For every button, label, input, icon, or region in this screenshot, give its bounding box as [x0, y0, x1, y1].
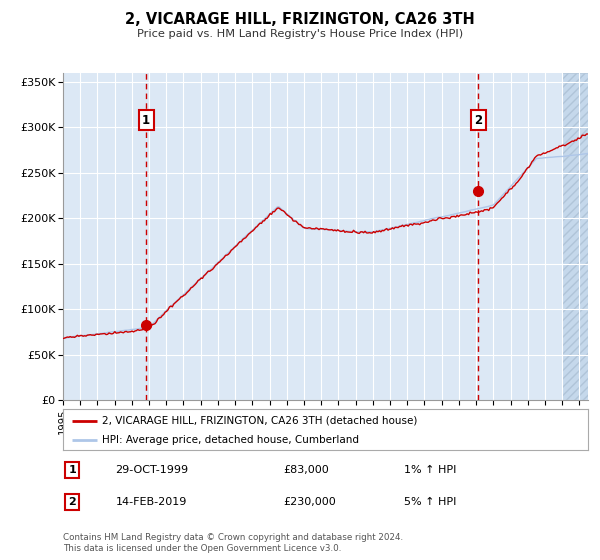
Text: 1% ↑ HPI: 1% ↑ HPI: [404, 465, 457, 475]
Text: £230,000: £230,000: [284, 497, 336, 507]
Text: 1: 1: [68, 465, 76, 475]
Text: 2: 2: [68, 497, 76, 507]
Text: Price paid vs. HM Land Registry's House Price Index (HPI): Price paid vs. HM Land Registry's House …: [137, 29, 463, 39]
Text: 2, VICARAGE HILL, FRIZINGTON, CA26 3TH (detached house): 2, VICARAGE HILL, FRIZINGTON, CA26 3TH (…: [103, 416, 418, 426]
Text: 14-FEB-2019: 14-FEB-2019: [115, 497, 187, 507]
Text: 29-OCT-1999: 29-OCT-1999: [115, 465, 188, 475]
Text: HPI: Average price, detached house, Cumberland: HPI: Average price, detached house, Cumb…: [103, 435, 359, 445]
Text: 1: 1: [142, 114, 150, 127]
Text: 2: 2: [474, 114, 482, 127]
Text: 2, VICARAGE HILL, FRIZINGTON, CA26 3TH: 2, VICARAGE HILL, FRIZINGTON, CA26 3TH: [125, 12, 475, 27]
Text: £83,000: £83,000: [284, 465, 329, 475]
Bar: [562, 73, 588, 400]
Text: Contains HM Land Registry data © Crown copyright and database right 2024.
This d: Contains HM Land Registry data © Crown c…: [63, 533, 403, 553]
Text: 5% ↑ HPI: 5% ↑ HPI: [404, 497, 457, 507]
